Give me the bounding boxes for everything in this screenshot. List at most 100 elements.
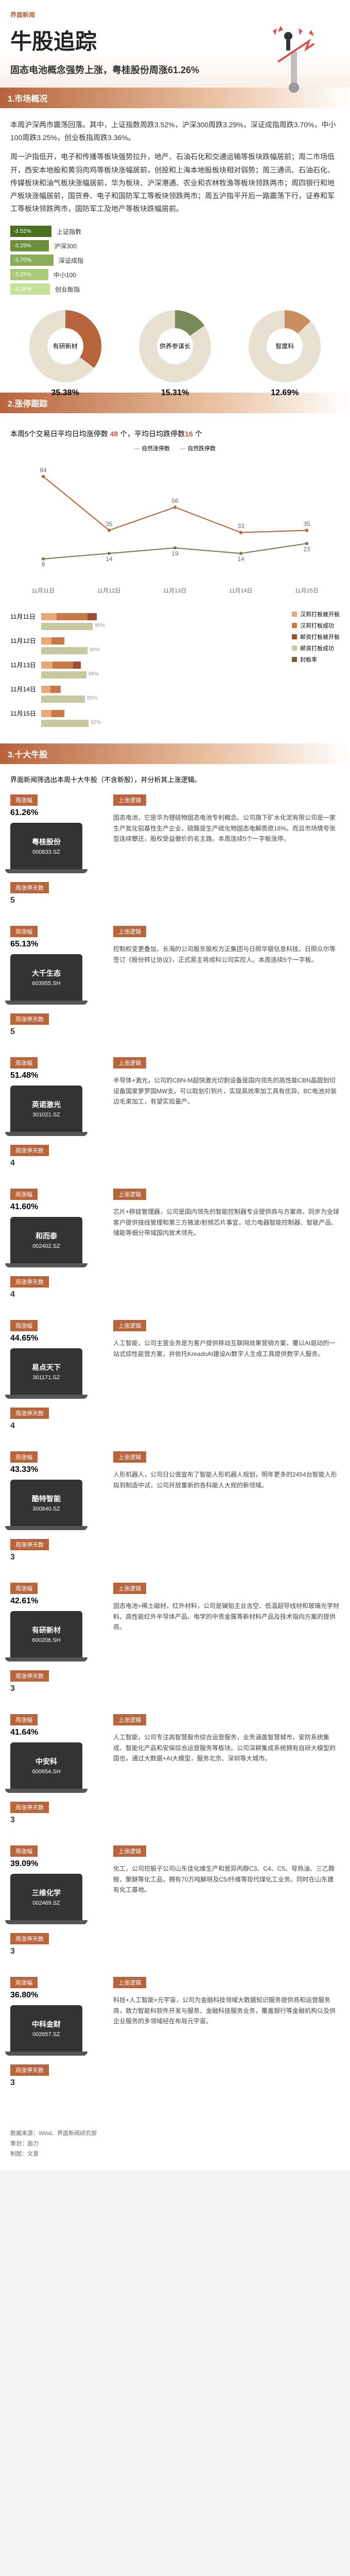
svg-text:35: 35 — [106, 521, 113, 528]
stock-pct: 65.13% — [10, 940, 103, 949]
logic-tag: 上涨逻辑 — [113, 1451, 146, 1463]
rise-tag: 周涨幅 — [10, 1977, 38, 1988]
stock-logic: 半导体+激光，公司的CBN-M超快激光切割设备是国内领先的高性能CBN晶圆划切设… — [113, 1075, 340, 1107]
svg-text:14: 14 — [106, 556, 113, 563]
rise-tag: 周涨幅 — [10, 1845, 38, 1857]
logic-tag: 上涨逻辑 — [113, 1583, 146, 1594]
logic-tag: 上涨逻辑 — [113, 1057, 146, 1069]
stock-pct: 61.26% — [10, 808, 103, 818]
stock-item: 周涨幅 39.09% 三维化学002469.SZ 周涨停天数 3 上涨逻辑 化工… — [10, 1845, 340, 1956]
stock-pct: 44.65% — [10, 1334, 103, 1343]
laptop-icon: 酷特智能300840.SZ — [10, 1480, 82, 1526]
stock-pct: 41.60% — [10, 1202, 103, 1212]
rise-tag: 周涨幅 — [10, 1583, 38, 1594]
svg-text:84: 84 — [40, 467, 47, 474]
index-bars: -3.52%上证指数-3.29%沪深300-3.70%深证成指-3.25%中小1… — [10, 226, 340, 295]
stock-item: 周涨幅 42.61% 有研新材600206.SH 周涨停天数 3 上涨逻辑 固态… — [10, 1583, 340, 1693]
stock-days: 4 — [10, 1421, 103, 1431]
laptop-icon: 英诺激光301021.SZ — [10, 1086, 82, 1132]
days-tag: 周涨停天数 — [10, 1408, 49, 1419]
days-tag: 周涨停天数 — [10, 1145, 49, 1156]
laptop-icon: 中安科600654.SH — [10, 1742, 82, 1789]
market-summary-1: 本周沪深两市震荡回落。其中，上证指数周跌3.52%，沪深300周跌3.29%，深… — [10, 118, 340, 144]
stock-logic: 科技+人工智能+元宇宙，公司为金融科技领域大数据知识服务提供商和运营服务商，致力… — [113, 1995, 340, 2026]
stock-logic: 人工智能，公司主营业务是为客户提供移动互联网效果营销方案，覆以AI驱动的一站式综… — [113, 1338, 340, 1359]
logic-tag: 上涨逻辑 — [113, 1977, 146, 1988]
stock-pct: 42.61% — [10, 1597, 103, 1606]
stock-days: 4 — [10, 1290, 103, 1299]
footer: 数据来源：Wind、界面新闻研究部 策划：面力 制图：文意 — [0, 2119, 350, 2170]
stock-item: 周涨幅 41.64% 中安科600654.SH 周涨停天数 3 上涨逻辑 人工智… — [10, 1714, 340, 1825]
logic-tag: 上涨逻辑 — [113, 1714, 146, 1725]
stock-item: 周涨幅 51.48% 英诺激光301021.SZ 周涨停天数 4 上涨逻辑 半导… — [10, 1057, 340, 1168]
stock-item: 周涨幅 61.26% 粤桂股份000833.SZ 周涨停天数 5 上涨逻辑 固态… — [10, 794, 340, 905]
laptop-icon: 三维化学002469.SZ — [10, 1874, 82, 1920]
rise-tag: 周涨幅 — [10, 926, 38, 937]
days-tag: 周涨停天数 — [10, 1933, 49, 1944]
days-tag: 周涨停天数 — [10, 1539, 49, 1550]
stock-item: 周涨幅 43.33% 酷特智能300840.SZ 周涨停天数 3 上涨逻辑 人形… — [10, 1451, 340, 1562]
pie-row: 有研新材35.38% 供养参谋长15.31% 智度科12.69% — [10, 310, 340, 382]
laptop-icon: 易点天下301171.SZ — [10, 1348, 82, 1395]
laptop-icon: 有研新材600206.SH — [10, 1611, 82, 1657]
svg-text:33: 33 — [237, 523, 244, 530]
days-tag: 周涨停天数 — [10, 2064, 49, 2076]
line-x-axis: 11月11日11月12日11月13日11月14日11月15日 — [10, 586, 340, 595]
stock-days: 5 — [10, 1027, 103, 1037]
stock-logic: 芯片+移娃管理器，公司是国内领先的智能控制器专业提供商与方案商，同步为全球客户提… — [113, 1207, 340, 1238]
rise-tag: 周涨幅 — [10, 1451, 38, 1463]
stock-pct: 43.33% — [10, 1465, 103, 1475]
svg-text:14: 14 — [237, 556, 244, 563]
days-tag: 周涨停天数 — [10, 1670, 49, 1682]
svg-text:56: 56 — [171, 498, 178, 504]
stock-days: 3 — [10, 1947, 103, 1956]
rise-tag: 周涨幅 — [10, 1057, 38, 1069]
stock-item: 周涨幅 44.65% 易点天下301171.SZ 周涨停天数 4 上涨逻辑 人工… — [10, 1320, 340, 1431]
laptop-icon: 中科金财002657.SZ — [10, 2005, 82, 2052]
stock-days: 5 — [10, 896, 103, 905]
limit-intro: 本周5个交易日平均日均涨停数 48 个，平均日均跌停数16 个 — [10, 429, 340, 439]
stock-item: 周涨幅 36.80% 中科金财002657.SZ 周涨停天数 3 上涨逻辑 科技… — [10, 1977, 340, 2088]
pie-chart: 智度科12.69% — [249, 310, 321, 382]
logic-tag: 上涨逻辑 — [113, 926, 146, 937]
stock-pct: 39.09% — [10, 1859, 103, 1869]
rise-tag: 周涨幅 — [10, 1320, 38, 1331]
stock-pct: 41.64% — [10, 1728, 103, 1737]
svg-text:9: 9 — [42, 562, 45, 568]
stock-days: 3 — [10, 1816, 103, 1825]
line-chart: 84 35 56 33 35 9 14 19 14 23 — [10, 463, 340, 576]
stock-logic: 化工，公司控股子公司山东佳化维生产和营异丙醇C3、C4、C5、导热油、三乙醇胺、… — [113, 1863, 340, 1895]
stock-pct: 51.48% — [10, 1071, 103, 1080]
pie-chart: 供养参谋长15.31% — [139, 310, 211, 382]
line-legend: — 自然涨停数 — 自然跌停数 — [10, 444, 340, 452]
stock-days: 4 — [10, 1159, 103, 1168]
hbar-chart: 11月11日 95%11月12日 90%11月13日 88%11月14日 85%… — [10, 610, 282, 733]
stock-days: 3 — [10, 1553, 103, 1562]
stock-logic: 人工智能，公司专注高智慧股市综合运营服务，业务涵盖智慧城市，安防系统集成、智能化… — [113, 1732, 340, 1764]
svg-text:35: 35 — [303, 521, 310, 528]
laptop-icon: 大千生态603955.SH — [10, 954, 82, 1001]
logo: 界面新闻 — [10, 10, 340, 19]
svg-text:19: 19 — [171, 551, 178, 557]
stock-logic: 固态电池+稀土磁材，红外材料，公司是镧铂主业含空、低温超导线材和玻璃光学材料、高… — [113, 1601, 340, 1632]
days-tag: 周涨停天数 — [10, 1802, 49, 1813]
stock-days: 3 — [10, 1684, 103, 1693]
stock-item: 周涨幅 65.13% 大千生态603955.SH 周涨停天数 5 上涨逻辑 控制… — [10, 926, 340, 1037]
hbar-legend: 汉邦打板被开板汉邦打板成功邮资打板被开板邮资打板成功封板率 — [292, 610, 340, 733]
stock-pct: 36.80% — [10, 1991, 103, 2000]
logic-tag: 上涨逻辑 — [113, 1320, 146, 1331]
hero-icon — [262, 21, 335, 93]
rise-tag: 周涨幅 — [10, 1189, 38, 1200]
laptop-icon: 粤桂股份000833.SZ — [10, 823, 82, 869]
section-title-3: 3.十大牛股 — [0, 743, 350, 764]
stock-logic: 固态电池，它是华为锂硫物固态电池专利概念。公司旗下矿水化泥有限公司是一家生产氮化… — [113, 812, 340, 844]
logic-tag: 上涨逻辑 — [113, 1189, 146, 1200]
svg-text:23: 23 — [303, 546, 310, 553]
top10-intro: 界面新闻筛选出本周十大牛股（不含新股），并分析其上涨逻辑。 — [10, 774, 340, 784]
market-summary-2: 周一沪指低开，电子和传播等板块强势拉升，地产、石油石化和交通运输等板块跌幅居前；… — [10, 150, 340, 215]
pie-chart: 有研新材35.38% — [29, 310, 101, 382]
logic-tag: 上涨逻辑 — [113, 1845, 146, 1857]
stock-item: 周涨幅 41.60% 和而泰002402.SZ 周涨停天数 4 上涨逻辑 芯片+… — [10, 1189, 340, 1299]
rise-tag: 周涨幅 — [10, 794, 38, 806]
rise-tag: 周涨幅 — [10, 1714, 38, 1725]
